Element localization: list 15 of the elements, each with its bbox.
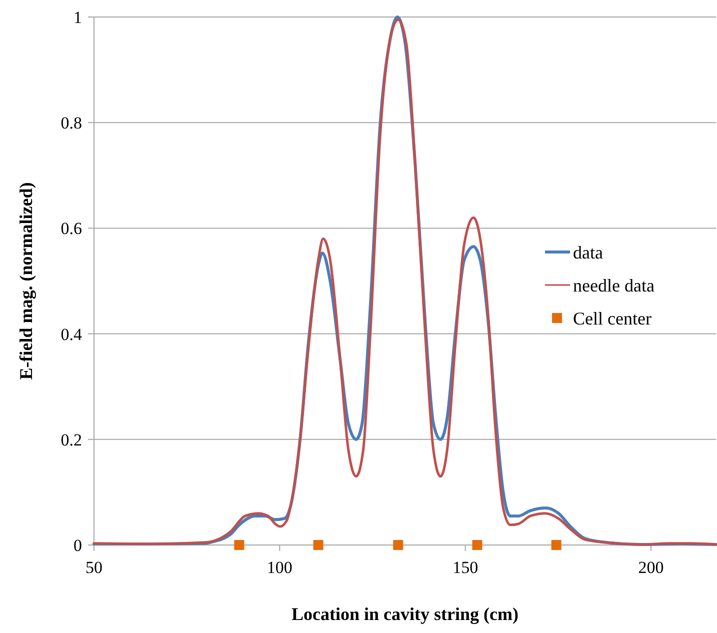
y-tick-label: 0 (74, 536, 82, 555)
x-axis-title: Location in cavity string (cm) (292, 604, 518, 624)
legend-label: Cell center (573, 308, 652, 328)
x-tick-label: 50 (86, 558, 102, 577)
x-tick-label: 200 (638, 558, 664, 577)
y-tick-label: 0.8 (60, 114, 82, 133)
legend-label: needle data (573, 275, 654, 296)
y-tick-label: 0.4 (60, 324, 82, 344)
x-tick-label: 150 (452, 558, 478, 577)
y-tick-label: 0.6 (60, 219, 82, 238)
y-tick-label: 0.2 (60, 430, 82, 450)
y-tick-label: 1 (74, 8, 82, 27)
x-tick-label: 100 (266, 558, 292, 577)
y-axis-title: E-field mag. (normalized) (16, 182, 36, 380)
legend-label: data (573, 242, 603, 262)
